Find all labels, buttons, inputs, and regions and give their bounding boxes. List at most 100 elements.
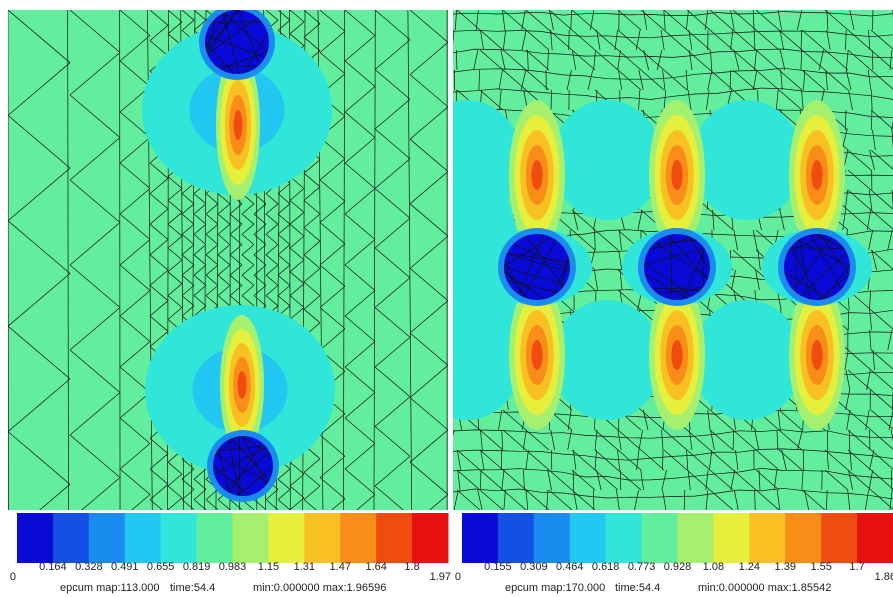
mesh-edge	[253, 264, 267, 276]
mesh-edge	[790, 247, 822, 300]
mesh-edge	[705, 489, 709, 510]
mesh-edge	[217, 193, 231, 205]
mesh-edge	[847, 49, 872, 71]
mesh-edge	[167, 271, 183, 284]
mesh-edge	[638, 69, 644, 91]
mesh-edge	[847, 469, 872, 491]
contour-region	[552, 100, 662, 220]
mesh-edge	[319, 264, 346, 287]
mesh-edge	[167, 295, 183, 308]
mesh-edge	[845, 369, 851, 391]
mesh-edge	[205, 295, 219, 307]
mesh-edge	[686, 29, 711, 51]
mesh-edge	[801, 29, 826, 51]
mesh-edge	[525, 449, 529, 471]
mesh-edge	[228, 439, 240, 496]
mesh-edge	[205, 285, 219, 296]
mesh-edge	[755, 469, 780, 491]
mesh-edge	[218, 448, 230, 493]
mesh-edge	[344, 188, 376, 215]
mesh-edge	[374, 336, 411, 368]
mesh-edge	[504, 272, 546, 300]
mesh-edge	[319, 200, 346, 223]
colorbar-label: 1.39	[775, 561, 796, 573]
mesh-edge	[480, 29, 484, 51]
inclusion	[784, 234, 850, 300]
mesh-edge	[801, 89, 804, 111]
caption-range: min:0.000000 max:1.85542	[698, 582, 831, 594]
mesh-edge	[732, 469, 757, 491]
mesh-edge	[656, 49, 663, 71]
mesh-edge	[303, 472, 321, 487]
mesh-edge	[640, 69, 665, 91]
mesh-edge	[644, 248, 705, 265]
mesh-edge	[149, 10, 169, 26]
mesh-edge	[732, 69, 757, 91]
mesh-edge	[181, 305, 195, 317]
mesh-edge	[8, 10, 71, 63]
mesh-edge	[253, 499, 267, 510]
mesh-edge	[513, 243, 571, 270]
mesh-edge	[205, 223, 219, 235]
mesh-edge	[523, 239, 557, 298]
mesh-edge	[847, 189, 872, 211]
mesh-edge	[149, 223, 169, 240]
mesh-edge	[149, 162, 169, 179]
mesh-edge	[617, 469, 642, 491]
mesh-edge	[344, 35, 376, 62]
mesh-edge	[847, 29, 872, 51]
mesh-edge	[277, 183, 291, 194]
mesh-edge	[712, 209, 715, 231]
mesh-edge	[870, 369, 893, 390]
mesh-edge	[870, 149, 893, 170]
mesh-edge	[303, 458, 321, 473]
mesh-edge	[277, 234, 291, 245]
mesh-edge	[229, 274, 243, 286]
mesh-edge	[119, 35, 151, 62]
mesh-edge	[265, 499, 279, 510]
mesh-edge	[181, 223, 195, 235]
mesh-edge	[193, 478, 207, 490]
mesh-edge	[710, 429, 715, 451]
mesh-edge	[277, 19, 291, 31]
mesh-edge	[409, 268, 448, 301]
mesh-edge	[790, 247, 845, 249]
mesh-edge	[640, 449, 665, 471]
mesh-edge	[502, 409, 527, 431]
mesh-edge	[757, 249, 761, 271]
inclusion	[213, 436, 273, 496]
mesh-edge	[823, 264, 851, 300]
mesh-edge	[409, 461, 448, 495]
mesh-edge	[758, 469, 761, 491]
mesh-edge	[800, 252, 848, 297]
mesh-edge	[344, 417, 376, 444]
mesh-edge	[409, 171, 448, 205]
mesh-edge	[265, 254, 279, 266]
mesh-edge	[548, 29, 573, 51]
mesh-edge	[277, 285, 291, 296]
mesh-edge	[149, 193, 169, 210]
mesh-edge	[701, 245, 705, 287]
mesh-edge	[891, 120, 893, 131]
mesh-edge	[617, 49, 642, 71]
mesh-edge	[241, 203, 255, 215]
mesh-edge	[69, 349, 121, 393]
mesh-edge	[848, 469, 853, 491]
mesh-edge	[207, 10, 239, 55]
mesh-edge	[8, 167, 71, 222]
mesh-edge	[303, 268, 321, 283]
mesh-edge	[546, 489, 549, 510]
mesh-edge	[571, 449, 596, 471]
mesh-edge	[119, 392, 151, 419]
mesh-edge	[374, 39, 411, 70]
colorbar-label: 0.819	[183, 561, 211, 573]
mesh-edge	[594, 449, 597, 471]
mesh-edge	[638, 89, 641, 111]
mesh-edge	[303, 281, 321, 296]
mesh-edge	[755, 49, 780, 71]
mesh-edge	[303, 499, 317, 510]
mesh-edge	[735, 449, 739, 471]
colorbar-label: 0.773	[628, 561, 656, 573]
mesh-edge	[503, 489, 506, 510]
mesh-edge	[69, 307, 121, 351]
